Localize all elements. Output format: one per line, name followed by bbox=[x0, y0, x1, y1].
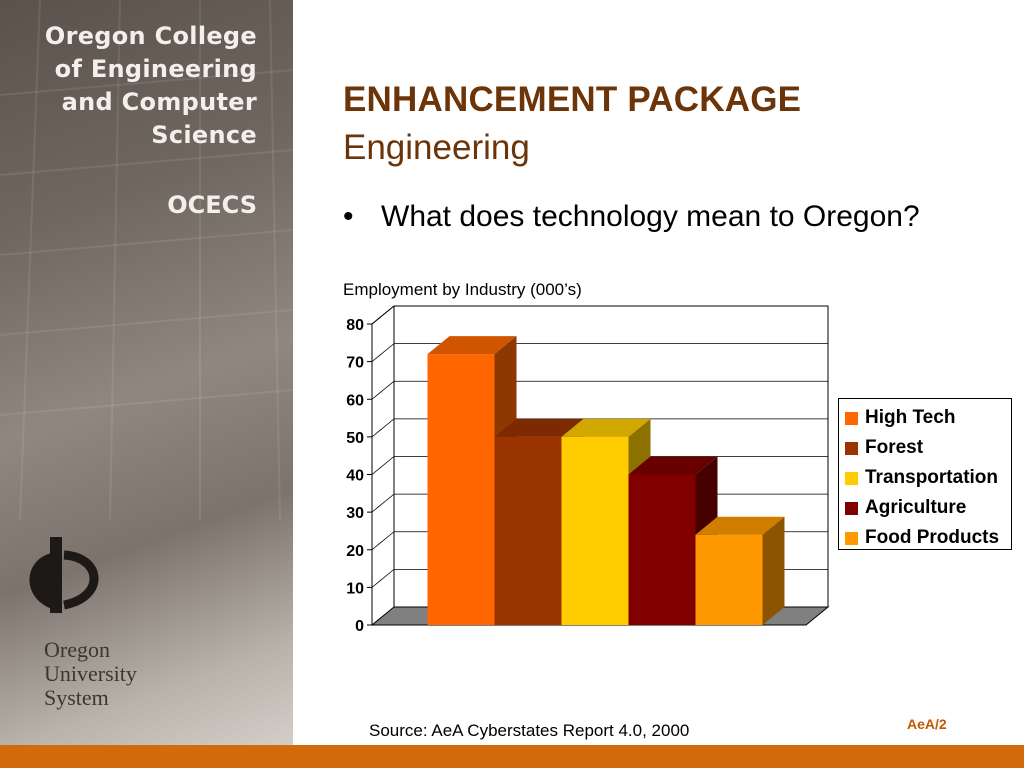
bottom-bar bbox=[0, 745, 1024, 768]
bar-top bbox=[695, 516, 785, 535]
y-tick-label: 20 bbox=[346, 543, 364, 560]
ous-name-line: System bbox=[44, 685, 109, 710]
bar-front bbox=[427, 354, 495, 625]
gridline-side bbox=[371, 380, 395, 400]
bar-front bbox=[695, 534, 763, 625]
legend-swatch bbox=[845, 411, 858, 425]
college-name-line: Oregon College bbox=[44, 22, 257, 50]
college-name-line: of Engineering bbox=[54, 55, 257, 83]
y-tick-label: 0 bbox=[355, 618, 364, 635]
legend-label: High Tech bbox=[865, 407, 956, 428]
legend-swatch bbox=[845, 441, 858, 455]
ous-logo-icon bbox=[29, 537, 99, 613]
bar-top bbox=[628, 456, 718, 475]
y-tick-label: 70 bbox=[346, 355, 364, 372]
college-name-line: Science bbox=[151, 121, 257, 149]
bullet-item: • What does technology mean to Oregon? bbox=[343, 200, 920, 234]
sidebar-panel: Oregon College of Engineering and Comput… bbox=[0, 0, 293, 745]
y-tick-label: 10 bbox=[346, 580, 364, 597]
gridline-side bbox=[371, 343, 395, 362]
legend-swatch bbox=[845, 531, 858, 545]
y-tick-label: 40 bbox=[346, 468, 364, 485]
gridline-side bbox=[371, 456, 395, 475]
chart-title: Employment by Industry (000’s) bbox=[343, 280, 582, 299]
ous-name-line: Oregon bbox=[44, 637, 110, 662]
bar-front bbox=[494, 436, 562, 625]
bar-top bbox=[561, 418, 651, 437]
y-tick-label: 80 bbox=[346, 317, 364, 334]
wall-edge bbox=[371, 305, 395, 325]
source-note: Source: AeA Cyberstates Report 4.0, 2000 bbox=[369, 721, 690, 740]
college-name: Oregon College of Engineering and Comput… bbox=[45, 20, 257, 152]
legend-item: Agriculture bbox=[845, 493, 1011, 523]
slide-tag: AeA/2 bbox=[907, 716, 947, 732]
chart-legend: High Tech Forest Transportation Agricult… bbox=[838, 398, 1012, 550]
slide-subtitle: Engineering bbox=[343, 128, 530, 167]
slide-title: ENHANCEMENT PACKAGE bbox=[343, 80, 802, 119]
gridline-side bbox=[371, 531, 395, 551]
legend-label: Transportation bbox=[865, 467, 999, 488]
ous-name-line: University bbox=[44, 661, 137, 686]
legend-label: Food Products bbox=[865, 527, 1000, 548]
legend-item: Forest bbox=[845, 433, 1011, 463]
sidebar-grid-pattern bbox=[0, 0, 293, 521]
legend-item: Transportation bbox=[845, 463, 1011, 493]
bar-top bbox=[427, 336, 517, 355]
legend-label: Agriculture bbox=[865, 497, 967, 518]
gridline-side bbox=[371, 569, 395, 588]
y-tick-label: 50 bbox=[346, 430, 364, 447]
college-abbreviation: OCECS bbox=[167, 191, 257, 219]
gridline-side bbox=[371, 418, 395, 438]
college-name-line: and Computer bbox=[61, 88, 257, 116]
bar-top bbox=[494, 418, 584, 437]
legend-swatch bbox=[845, 471, 858, 485]
bar-front bbox=[561, 436, 629, 625]
gridline-side bbox=[371, 493, 395, 513]
legend-swatch bbox=[845, 501, 858, 515]
bar-front bbox=[628, 474, 696, 625]
legend-label: Forest bbox=[865, 437, 924, 458]
legend-item: High Tech bbox=[845, 403, 1011, 433]
bullet-dot-icon: • bbox=[343, 200, 354, 233]
bar-chart: 0 10 20 30 40 50 60 70 80 bbox=[346, 305, 830, 635]
bullet-text: What does technology mean to Oregon? bbox=[381, 200, 920, 233]
ous-name: Oregon University System bbox=[44, 638, 137, 710]
legend-item: Food Products bbox=[845, 523, 1011, 553]
y-tick-label: 60 bbox=[346, 392, 364, 409]
y-tick-label: 30 bbox=[346, 505, 364, 522]
bar-side bbox=[762, 516, 785, 625]
